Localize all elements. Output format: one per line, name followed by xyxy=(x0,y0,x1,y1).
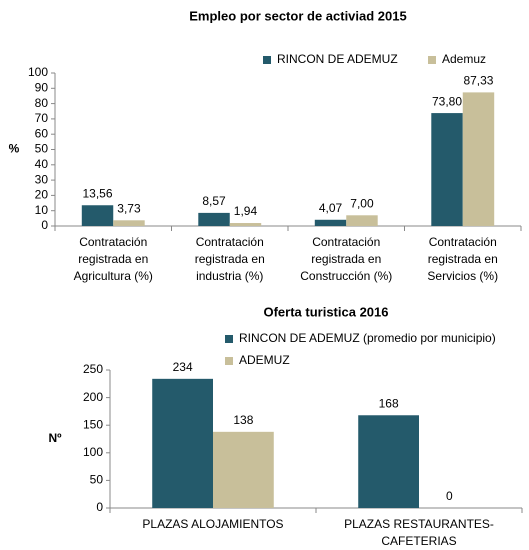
bar xyxy=(314,219,347,226)
legend-swatch xyxy=(428,56,436,64)
y-tick-label: 0 xyxy=(96,500,103,514)
legend-label: RINCON DE ADEMUZ xyxy=(277,52,398,66)
data-label: 13,56 xyxy=(83,186,113,200)
y-tick-label: 80 xyxy=(35,96,49,110)
data-label: 138 xyxy=(233,413,253,427)
y-tick-label: 40 xyxy=(35,157,49,171)
chart-title: Oferta turistica 2016 xyxy=(263,304,388,319)
y-tick-label: 60 xyxy=(35,126,49,140)
y-tick-label: 100 xyxy=(83,445,103,459)
data-label: 3,73 xyxy=(117,201,141,215)
legend-label: RINCON DE ADEMUZ (promedio por municipio… xyxy=(239,331,496,345)
y-axis-label: % xyxy=(9,142,20,156)
data-label: 4,07 xyxy=(319,201,343,215)
legend-label: ADEMUZ xyxy=(239,353,290,367)
bar xyxy=(213,431,274,508)
bar xyxy=(358,415,419,508)
x-tick-label: Contratación registrada en industria (%) xyxy=(195,235,265,283)
y-tick-label: 250 xyxy=(83,362,103,376)
y-tick-label: 200 xyxy=(83,390,103,404)
x-tick-label: Contratación registrada en Agricultura (%) xyxy=(74,235,153,283)
y-tick-label: 30 xyxy=(35,172,49,186)
y-axis-label: Nº xyxy=(48,431,62,445)
bar xyxy=(198,212,230,226)
bar xyxy=(346,215,378,226)
bar xyxy=(113,220,145,226)
y-tick-label: 50 xyxy=(35,142,49,156)
x-tick-label: Contratación registrada en Construcción (%… xyxy=(300,235,392,283)
data-label: 168 xyxy=(379,396,399,410)
data-label: 0 xyxy=(446,489,453,503)
y-tick-label: 150 xyxy=(83,417,103,431)
x-tick-label: Contratación registrada en Servicios (%) xyxy=(427,235,498,283)
bar xyxy=(462,92,495,226)
y-tick-label: 10 xyxy=(35,203,49,217)
legend-label: Ademuz xyxy=(442,52,486,66)
data-label: 234 xyxy=(173,360,193,374)
bar xyxy=(431,113,463,226)
y-tick-label: 0 xyxy=(41,218,48,232)
chart-title: Empleo por sector de activiad 2015 xyxy=(189,8,406,23)
data-label: 73,80 xyxy=(432,94,462,108)
y-tick-label: 70 xyxy=(35,111,49,125)
data-label: 8,57 xyxy=(202,194,226,208)
data-label: 7,00 xyxy=(350,196,374,210)
bar xyxy=(81,205,114,226)
y-tick-label: 20 xyxy=(35,188,49,202)
legend-swatch xyxy=(263,56,271,64)
data-label: 1,94 xyxy=(234,204,258,218)
y-tick-label: 50 xyxy=(90,473,104,487)
x-tick-label: PLAZAS ALOJAMIENTOS xyxy=(142,517,283,531)
bar xyxy=(152,378,213,508)
x-tick-label: PLAZAS RESTAURANTES-CAFETERIAS xyxy=(344,517,494,548)
legend-swatch xyxy=(225,335,233,343)
legend-swatch xyxy=(225,357,233,365)
y-tick-label: 100 xyxy=(28,65,48,79)
y-tick-label: 90 xyxy=(35,80,49,94)
data-label: 87,33 xyxy=(463,74,493,88)
bar xyxy=(229,223,262,226)
